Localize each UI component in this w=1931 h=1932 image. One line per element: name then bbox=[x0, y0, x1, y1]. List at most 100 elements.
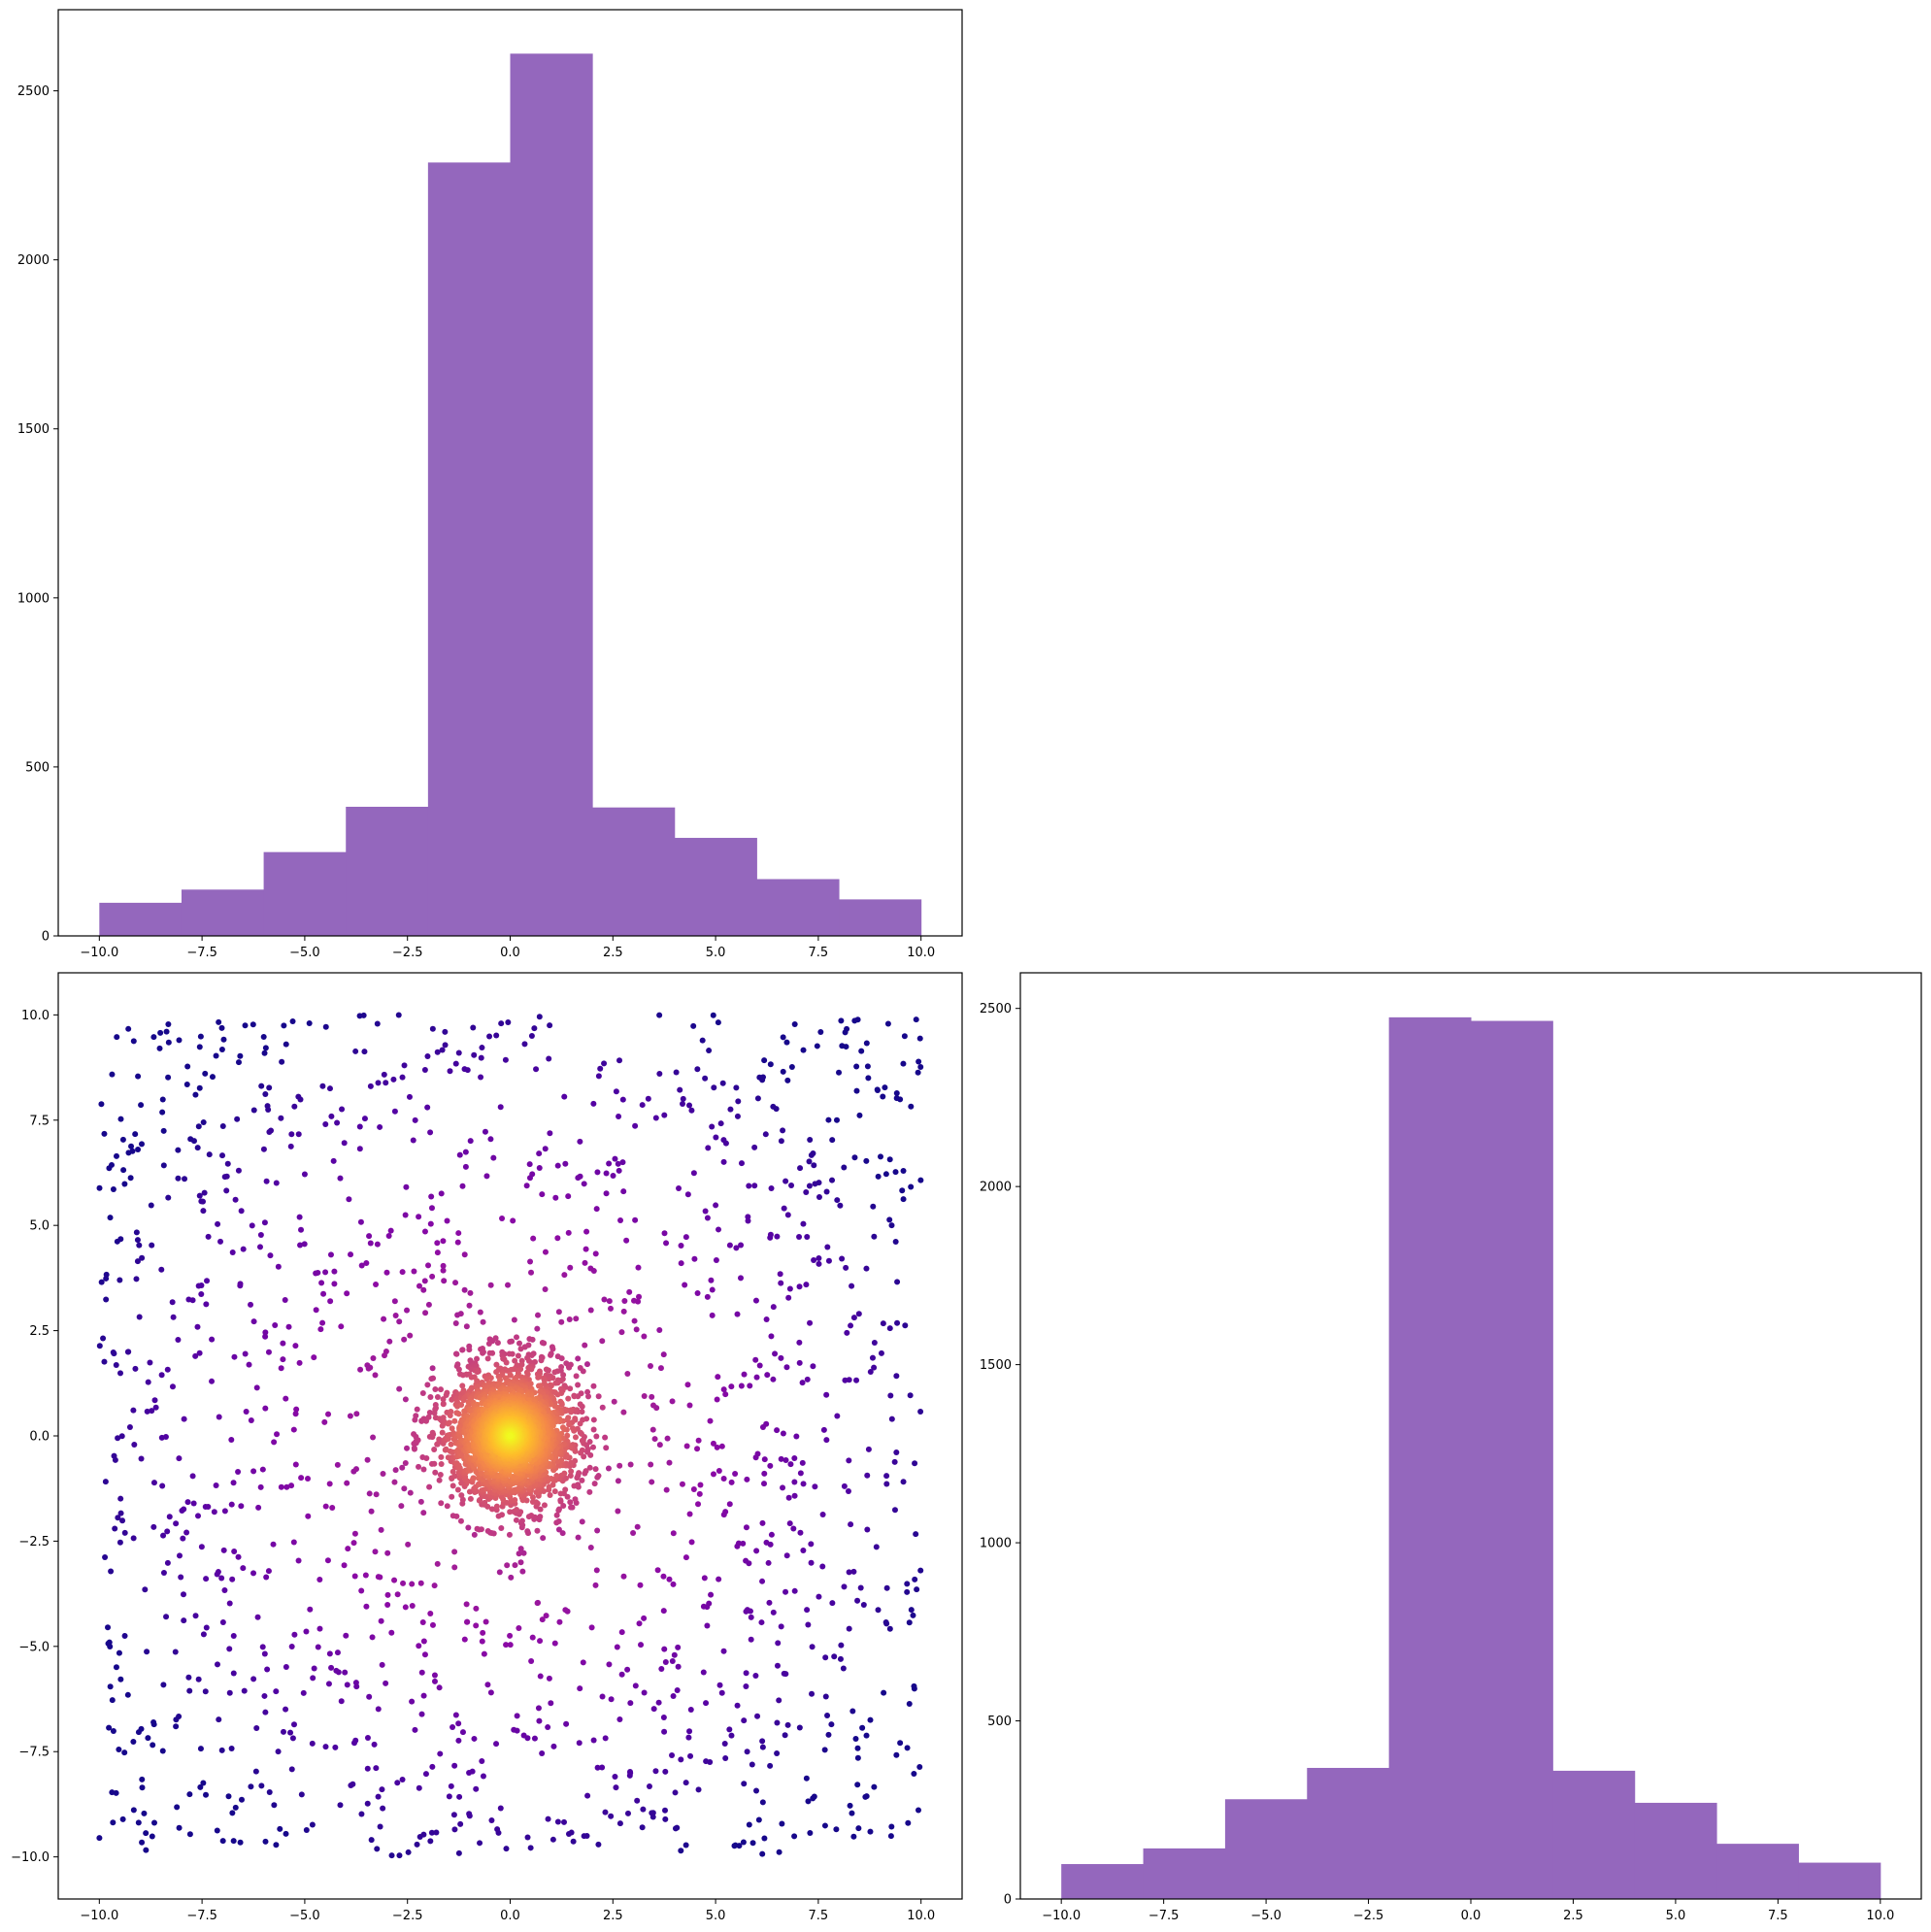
scatter-point bbox=[175, 1147, 182, 1153]
scatter-point bbox=[451, 1549, 458, 1555]
scatter-point bbox=[364, 1734, 371, 1741]
scatter-point bbox=[849, 1708, 856, 1715]
scatter-point bbox=[759, 1424, 766, 1431]
scatter-point bbox=[587, 1307, 594, 1314]
scatter-point bbox=[420, 1466, 427, 1473]
scatter-point bbox=[504, 1562, 511, 1569]
scatter-point bbox=[124, 1691, 131, 1698]
scatter-point bbox=[346, 1196, 352, 1203]
scatter-point bbox=[484, 1528, 491, 1535]
scatter-point bbox=[130, 1407, 137, 1414]
scatter-point bbox=[545, 1724, 551, 1731]
scatter-point bbox=[505, 1019, 512, 1026]
scatter-point bbox=[686, 1402, 693, 1409]
scatter-point bbox=[176, 1713, 183, 1719]
scatter-point bbox=[138, 1102, 145, 1109]
scatter-point bbox=[608, 1813, 615, 1819]
scatter-point bbox=[817, 1028, 824, 1035]
scatter-point bbox=[656, 1070, 663, 1077]
scatter-point bbox=[483, 1173, 490, 1180]
scatter-point bbox=[114, 1034, 120, 1041]
scatter-point bbox=[888, 1222, 895, 1229]
scatter-point bbox=[185, 1674, 192, 1681]
scatter-point bbox=[237, 1839, 244, 1846]
histogram-bar bbox=[756, 879, 840, 936]
scatter-point bbox=[449, 1724, 456, 1731]
scatter-point bbox=[176, 1455, 183, 1462]
scatter-point bbox=[254, 1614, 261, 1620]
scatter-point bbox=[913, 1016, 919, 1023]
scatter-point bbox=[147, 1359, 153, 1366]
scatter-point bbox=[821, 1747, 828, 1753]
scatter-point bbox=[705, 1145, 712, 1151]
scatter-point bbox=[436, 1477, 443, 1483]
scatter-point bbox=[528, 1657, 535, 1664]
scatter-point bbox=[383, 1080, 389, 1086]
scatter-point bbox=[639, 1824, 646, 1831]
scatter-point bbox=[379, 1661, 385, 1668]
scatter-point bbox=[462, 1163, 469, 1170]
scatter-point bbox=[145, 1735, 151, 1742]
scatter-point bbox=[452, 1320, 459, 1327]
scatter-point bbox=[606, 1160, 613, 1167]
scatter-point bbox=[701, 1575, 708, 1582]
scatter-point bbox=[716, 1682, 723, 1688]
scatter-point bbox=[172, 1649, 179, 1655]
scatter-point bbox=[791, 1833, 798, 1840]
scatter-point bbox=[800, 1481, 807, 1487]
scatter-point bbox=[391, 1577, 398, 1583]
scatter-point bbox=[685, 1734, 692, 1741]
scatter-point bbox=[778, 1623, 784, 1630]
scatter-point bbox=[516, 1550, 522, 1557]
scatter-point bbox=[838, 1017, 845, 1024]
scatter-point bbox=[225, 1793, 232, 1800]
scatter-point bbox=[748, 1614, 754, 1620]
scatter-point bbox=[837, 1655, 844, 1662]
scatter-point bbox=[441, 1278, 448, 1284]
scatter-point bbox=[396, 1318, 403, 1325]
scatter-point bbox=[158, 1266, 165, 1273]
scatter-point bbox=[370, 1434, 377, 1441]
scatter-point bbox=[394, 1780, 401, 1786]
scatter-point bbox=[282, 1297, 288, 1304]
histogram-bar bbox=[181, 889, 265, 936]
scatter-point bbox=[457, 1517, 464, 1524]
scatter-point bbox=[459, 1183, 466, 1189]
scatter-point bbox=[452, 1712, 459, 1718]
scatter-point bbox=[437, 1750, 444, 1757]
scatter-point bbox=[547, 1022, 553, 1029]
scatter-point bbox=[477, 1309, 483, 1316]
scatter-point bbox=[856, 1112, 863, 1118]
scatter-point bbox=[684, 1191, 691, 1198]
scatter-point bbox=[843, 1264, 849, 1271]
scatter-point bbox=[466, 1302, 473, 1309]
y-tick-label: 1000 bbox=[17, 591, 50, 606]
scatter-point bbox=[684, 1382, 691, 1388]
scatter-point bbox=[427, 1129, 434, 1136]
scatter-point bbox=[850, 1568, 857, 1575]
scatter-point bbox=[437, 1471, 444, 1478]
scatter-point bbox=[384, 1591, 391, 1598]
scatter-point bbox=[686, 1728, 693, 1735]
scatter-point bbox=[138, 1141, 145, 1148]
scatter-point bbox=[459, 1382, 466, 1389]
scatter-point bbox=[893, 1449, 900, 1456]
scatter-point bbox=[886, 1216, 893, 1223]
scatter-point bbox=[893, 1089, 900, 1096]
scatter-point bbox=[759, 1738, 766, 1745]
scatter-point bbox=[893, 1373, 900, 1380]
scatter-point bbox=[406, 1093, 413, 1100]
scatter-point bbox=[691, 1255, 698, 1262]
scatter-point bbox=[280, 1356, 286, 1363]
scatter-point bbox=[209, 1378, 216, 1384]
scatter-point bbox=[198, 1291, 205, 1298]
scatter-point bbox=[192, 1091, 199, 1098]
scatter-point bbox=[564, 1432, 571, 1439]
scatter-point bbox=[391, 1108, 398, 1115]
scatter-point bbox=[850, 1315, 857, 1321]
scatter-point bbox=[369, 1634, 376, 1641]
scatter-point bbox=[290, 1721, 297, 1728]
scatter-point bbox=[900, 1167, 907, 1174]
scatter-point bbox=[490, 1154, 497, 1161]
scatter-point bbox=[298, 1791, 305, 1798]
